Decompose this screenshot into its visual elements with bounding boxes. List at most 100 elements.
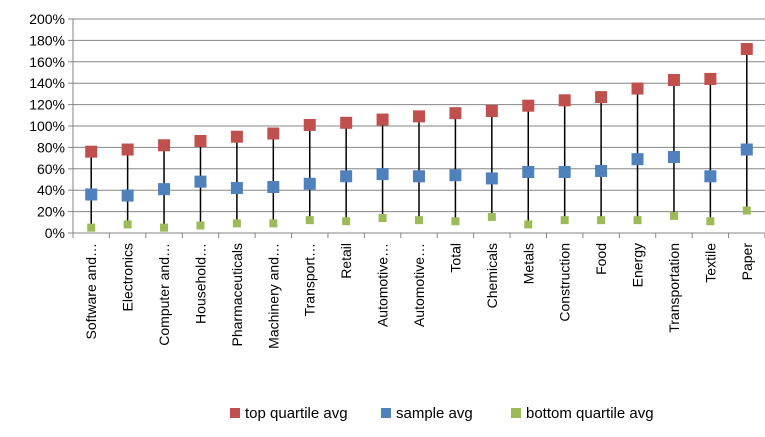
y-tick-label: 80% (37, 139, 65, 155)
marker-top-quartile-avg (558, 94, 571, 107)
category-label: Computer and… (156, 243, 172, 346)
marker-sample-avg (595, 164, 608, 177)
marker-sample-avg (158, 183, 171, 196)
marker-bottom-quartile-avg (669, 211, 678, 220)
marker-top-quartile-avg (485, 105, 498, 118)
category-label: Chemicals (484, 243, 500, 308)
marker-bottom-quartile-avg (524, 220, 533, 229)
y-tick-label: 0% (45, 225, 65, 241)
legend-label: top quartile avg (245, 405, 348, 422)
marker-bottom-quartile-avg (597, 216, 606, 225)
marker-sample-avg (121, 189, 134, 202)
marker-sample-avg (230, 182, 243, 195)
marker-top-quartile-avg (631, 82, 644, 95)
marker-bottom-quartile-avg (160, 223, 169, 232)
marker-bottom-quartile-avg (342, 217, 351, 226)
marker-sample-avg (376, 168, 389, 181)
category-label: Household… (192, 243, 208, 324)
marker-top-quartile-avg (158, 139, 171, 152)
category-label: Transportation (666, 243, 682, 333)
marker-sample-avg (340, 170, 353, 183)
category-label: Machinery and… (265, 243, 281, 349)
marker-bottom-quartile-avg (232, 219, 241, 228)
legend-swatch (230, 408, 240, 418)
category-label: Metals (520, 243, 536, 284)
category-label: Pharmaceuticals (229, 243, 245, 347)
marker-top-quartile-avg (303, 118, 316, 131)
category-label: Energy (630, 243, 646, 287)
marker-sample-avg (194, 175, 207, 188)
category-label: Construction (557, 243, 573, 322)
marker-sample-avg (558, 166, 571, 179)
y-tick-label: 140% (29, 75, 65, 91)
y-tick-label: 40% (37, 182, 65, 198)
marker-sample-avg (522, 166, 535, 179)
marker-top-quartile-avg (267, 127, 280, 140)
marker-top-quartile-avg (704, 72, 717, 85)
y-tick-label: 100% (29, 118, 65, 134)
marker-bottom-quartile-avg (415, 216, 423, 225)
marker-top-quartile-avg (340, 116, 353, 129)
marker-top-quartile-avg (522, 99, 535, 112)
legend-swatch (381, 408, 391, 418)
marker-sample-avg (267, 180, 280, 193)
marker-top-quartile-avg (121, 143, 134, 156)
marker-bottom-quartile-avg (560, 216, 569, 225)
category-label: Paper (739, 243, 755, 281)
marker-bottom-quartile-avg (487, 212, 496, 221)
legend-label: sample avg (396, 405, 473, 422)
marker-bottom-quartile-avg (706, 217, 715, 226)
category-label: Electronics (120, 243, 136, 311)
marker-sample-avg (413, 170, 425, 183)
category-label: Retail (338, 243, 354, 279)
marker-top-quartile-avg (449, 107, 462, 120)
y-tick-label: 180% (29, 32, 65, 48)
marker-sample-avg (740, 143, 753, 156)
marker-bottom-quartile-avg (196, 221, 205, 230)
y-tick-label: 60% (37, 161, 65, 177)
marker-bottom-quartile-avg (123, 220, 132, 229)
y-tick-label: 200% (29, 11, 65, 27)
marker-bottom-quartile-avg (378, 214, 387, 223)
marker-bottom-quartile-avg (305, 216, 314, 225)
category-labels: Software and… Electronics Computer and… Hou… (83, 243, 755, 349)
marker-top-quartile-avg (194, 134, 207, 147)
marker-top-quartile-avg (595, 91, 608, 104)
legend-swatch (511, 408, 521, 418)
y-tick-label: 160% (29, 54, 65, 70)
marker-layer (85, 42, 753, 232)
legend-label: bottom quartile avg (526, 405, 654, 422)
range-lines-layer (90, 48, 748, 228)
marker-bottom-quartile-avg (742, 206, 751, 215)
y-tick-label: 120% (29, 97, 65, 113)
category-label: Transport… (302, 243, 318, 316)
category-label: Total (447, 243, 463, 273)
category-label: Textile (702, 243, 718, 283)
marker-top-quartile-avg (85, 145, 98, 158)
category-label: Food (593, 243, 609, 275)
marker-sample-avg (85, 188, 98, 201)
marker-sample-avg (303, 177, 316, 190)
marker-top-quartile-avg (376, 113, 389, 126)
category-label: Automotive… (411, 243, 427, 327)
marker-top-quartile-avg (230, 130, 243, 143)
marker-top-quartile-avg (413, 110, 425, 123)
marker-bottom-quartile-avg (633, 216, 642, 225)
marker-bottom-quartile-avg (269, 219, 278, 228)
marker-sample-avg (667, 151, 680, 164)
marker-bottom-quartile-avg (451, 217, 460, 226)
category-label: Software and… (83, 243, 99, 340)
marker-sample-avg (631, 153, 644, 166)
marker-sample-avg (449, 169, 462, 182)
marker-sample-avg (485, 172, 498, 185)
marker-bottom-quartile-avg (87, 223, 96, 232)
y-tick-label: 20% (37, 204, 65, 220)
marker-top-quartile-avg (740, 42, 753, 55)
axis-layer: 0% 20% 40% 60% 80% 100% 120% 140% 160% 180% 200% (29, 11, 765, 241)
marker-sample-avg (704, 170, 717, 183)
category-label: Automotive… (375, 243, 391, 327)
legend: top quartile avg sample avg bottom quartil… (230, 405, 654, 422)
marker-top-quartile-avg (667, 73, 680, 86)
